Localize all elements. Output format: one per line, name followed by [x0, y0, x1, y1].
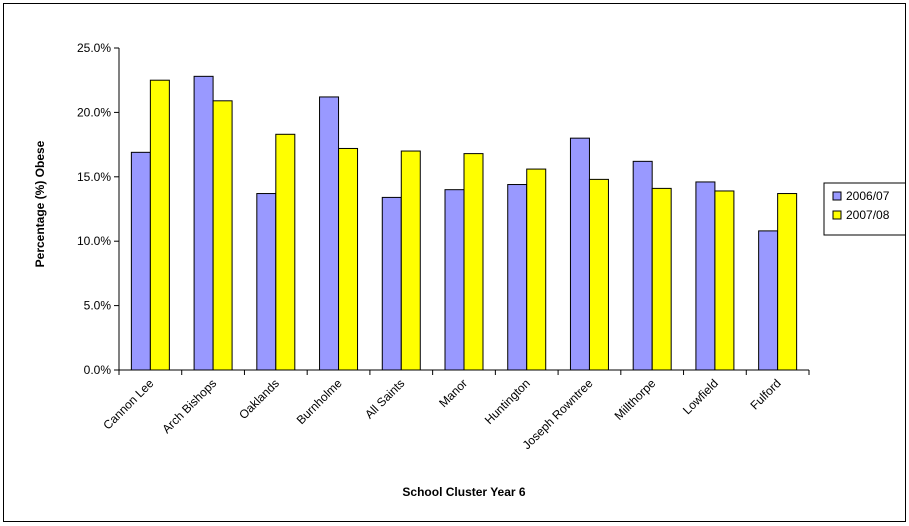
bar-2007/08-Fulford	[777, 193, 798, 371]
legend: 2006/07 2007/08	[823, 182, 909, 236]
y-tick-label: 5.0%	[84, 299, 112, 313]
bar-2006/07-Burnholme	[319, 96, 340, 371]
y-tick-label: 15.0%	[77, 170, 111, 184]
legend-swatch-2006/07	[832, 191, 842, 201]
bar-2007/08-Millthorpe	[651, 187, 672, 371]
bar-2006/07-Cannon Lee	[130, 151, 151, 371]
bar-2007/08-All Saints	[400, 150, 421, 371]
bars	[130, 75, 798, 371]
bar-2007/08-Huntington	[526, 168, 547, 371]
legend-label: 2006/07	[846, 189, 890, 203]
bar-2007/08-Manor	[463, 153, 484, 371]
bar-2007/08-Joseph Rowntree	[588, 178, 609, 371]
bar-2006/07-Oaklands	[256, 193, 277, 371]
chart-frame: 0.0% 5.0% 10.0% 15.0% 20.0% 25.0% Cannon Lee A…	[3, 3, 909, 522]
x-tick-label: Lowfield	[680, 376, 721, 417]
x-tick-label: Fulford	[747, 376, 783, 412]
bar-2006/07-Huntington	[507, 184, 528, 371]
x-tick-label: Burnholme	[294, 376, 345, 427]
bar-2006/07-Millthorpe	[632, 160, 653, 371]
x-tick-label: Millthorpe	[612, 376, 659, 423]
y-axis-title: Percentage (%) Obese	[33, 140, 47, 267]
legend-label: 2007/08	[846, 208, 890, 222]
bar-2006/07-All Saints	[381, 196, 402, 371]
bar-2007/08-Arch Bishops	[212, 100, 233, 371]
bar-2006/07-Fulford	[758, 230, 779, 371]
x-tick-label: Manor	[436, 376, 470, 410]
bar-2006/07-Joseph Rowntree	[569, 137, 590, 371]
y-tick-label: 25.0%	[77, 41, 111, 55]
x-axis-ticks: Cannon Lee Arch Bishops Oaklands Burnholme A…	[100, 370, 810, 452]
bar-2006/07-Lowfield	[695, 181, 716, 371]
x-tick-label: All Saints	[362, 376, 407, 421]
y-tick-label: 10.0%	[77, 234, 111, 248]
bar-2007/08-Burnholme	[338, 147, 359, 371]
bar-2007/08-Cannon Lee	[149, 79, 170, 371]
y-tick-label: 20.0%	[77, 105, 111, 119]
y-tick-label: 0.0%	[84, 363, 112, 377]
bar-2007/08-Lowfield	[714, 190, 735, 371]
bar-2006/07-Manor	[444, 189, 465, 371]
bar-chart: 0.0%5.0%10.0%15.0%20.0%25.0% Cannon Lee A…	[33, 41, 909, 499]
bar-2006/07-Arch Bishops	[193, 75, 214, 371]
x-axis-title: School Cluster Year 6	[402, 485, 525, 499]
y-axis-ticks: 0.0% 5.0% 10.0% 15.0% 20.0% 25.0%	[77, 41, 119, 377]
x-tick-label: Oaklands	[236, 376, 282, 422]
legend-swatch-2007/08	[832, 210, 842, 220]
bar-2007/08-Oaklands	[275, 133, 296, 371]
x-tick-label: Huntington	[482, 376, 533, 427]
x-tick-label: Cannon Lee	[100, 376, 156, 432]
x-tick-label: Arch Bishops	[159, 376, 219, 436]
